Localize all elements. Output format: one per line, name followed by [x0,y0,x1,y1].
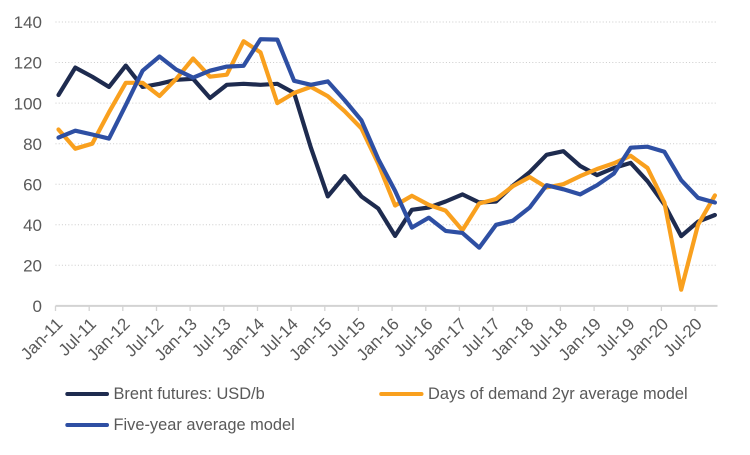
svg-text:80: 80 [23,135,42,154]
svg-text:Brent futures: USD/b: Brent futures: USD/b [114,385,265,403]
svg-text:20: 20 [23,257,42,276]
svg-text:Five-year average model: Five-year average model [114,416,295,434]
svg-text:40: 40 [23,216,42,235]
svg-text:120: 120 [14,54,42,73]
svg-text:0: 0 [33,297,42,316]
svg-text:Days of demand 2yr average mod: Days of demand 2yr average model [428,385,688,403]
svg-text:100: 100 [14,94,42,113]
svg-text:140: 140 [14,13,42,32]
svg-text:60: 60 [23,175,42,194]
